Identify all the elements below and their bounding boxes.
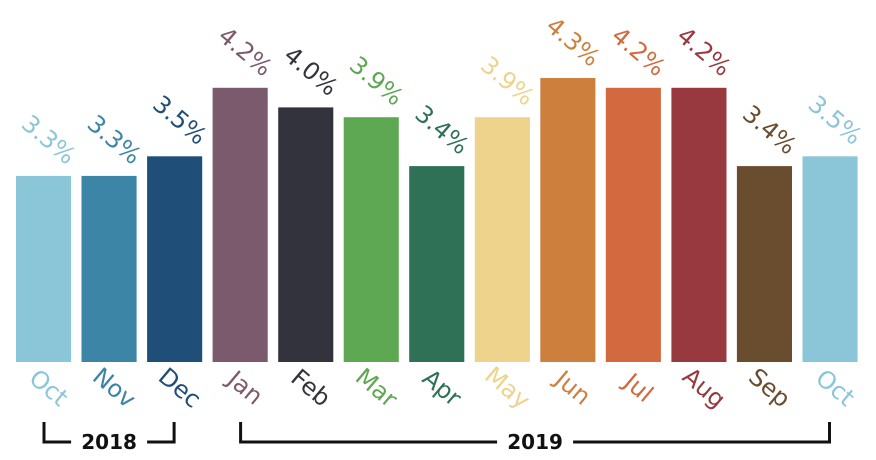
value-label: 3.5% (147, 90, 212, 151)
value-label: 3.3% (82, 109, 147, 170)
value-label: 3.4% (737, 100, 802, 161)
value-label: 3.4% (410, 100, 475, 161)
bar-nov-1 (81, 175, 137, 362)
bar-feb-4 (278, 107, 334, 363)
bar-oct-12 (802, 156, 858, 362)
bar-mar-5 (343, 117, 399, 362)
category-label: Jul (617, 367, 659, 408)
category-label: Nov (87, 362, 141, 414)
year-bracket (239, 422, 831, 444)
year-bracket (42, 422, 176, 444)
value-label: 3.3% (16, 109, 81, 170)
bar-jan-3 (212, 87, 268, 363)
category-label: Jan (221, 364, 269, 411)
year-label: 2019 (507, 430, 563, 454)
category-label: May (479, 361, 535, 414)
value-label: 4.0% (278, 41, 343, 102)
value-label: 4.2% (672, 21, 737, 82)
category-label: Sep (743, 363, 796, 414)
value-label: 3.9% (344, 51, 409, 112)
value-label: 4.3% (541, 12, 606, 73)
category-label: Aug (677, 362, 731, 414)
category-label: Feb (286, 363, 337, 412)
value-labels-group: 3.3% 3.3% 3.5%4.2% 4.0% 3.9%3.4%3.9%4.3% 4.2%… (16, 12, 867, 171)
category-label: Oct (24, 364, 74, 412)
bar-jun-8 (540, 78, 596, 362)
category-label: Oct (810, 364, 860, 412)
bars-group (16, 78, 858, 363)
value-label: 4.2% (213, 21, 278, 82)
bar-aug-10 (671, 87, 727, 363)
category-label: Jun (548, 364, 596, 411)
bar-may-7 (474, 117, 530, 362)
category-label: Dec (153, 362, 207, 413)
category-label: Apr (417, 364, 467, 412)
year-brackets-group: 2018 2019 (42, 422, 831, 454)
value-label: 3.9% (475, 51, 540, 112)
value-label: 3.5% (803, 90, 868, 151)
category-labels-group: Oct Nov Dec Jan Feb Mar Apr May Jun Jul Aug Sep Oct (24, 361, 860, 414)
year-label: 2018 (81, 430, 137, 454)
value-label: 4.2% (606, 21, 671, 82)
bar-dec-2 (147, 156, 203, 362)
category-label: Mar (350, 363, 403, 414)
bar-apr-6 (409, 166, 465, 362)
bar-jul-9 (605, 87, 661, 363)
bar-oct-0 (16, 175, 72, 362)
bar-sep-11 (736, 166, 792, 362)
